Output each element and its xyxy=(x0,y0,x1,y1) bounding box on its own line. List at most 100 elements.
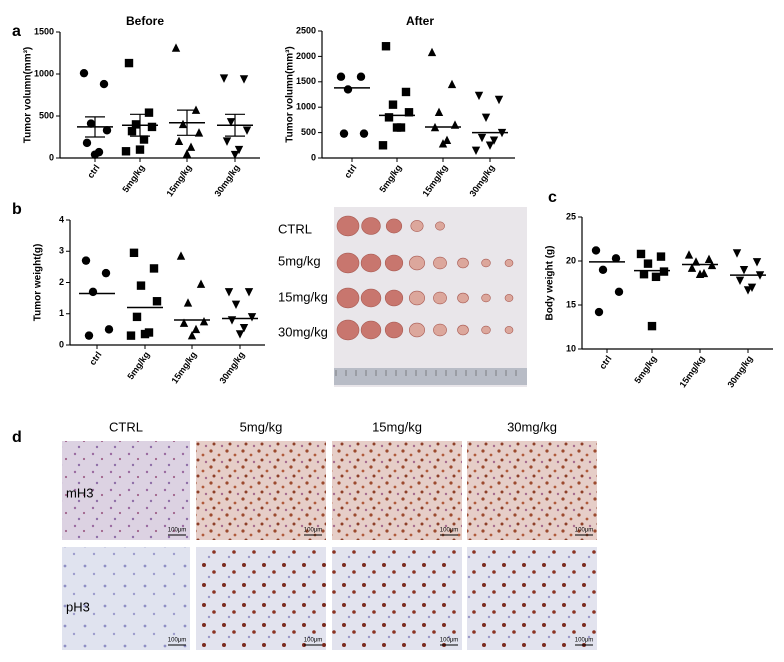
tumor xyxy=(361,217,381,235)
tumor xyxy=(410,220,424,232)
micrograph xyxy=(332,441,462,540)
data-point xyxy=(182,149,192,158)
y-tick-label: 1500 xyxy=(34,26,54,36)
data-point xyxy=(187,331,197,340)
data-point xyxy=(442,135,452,144)
data-point xyxy=(121,147,131,156)
histology-row-label: pH3 xyxy=(66,599,90,614)
data-point xyxy=(227,316,237,325)
data-point xyxy=(735,276,745,285)
data-point xyxy=(140,329,150,339)
tumor xyxy=(336,252,360,274)
micrograph xyxy=(196,547,326,650)
data-point xyxy=(687,263,697,272)
data-point xyxy=(474,91,484,101)
photo-row-label: 15mg/kg xyxy=(278,289,328,304)
data-point xyxy=(747,283,757,293)
data-point xyxy=(651,272,661,282)
data-point xyxy=(643,259,653,268)
data-point xyxy=(477,133,487,143)
data-point xyxy=(219,74,229,83)
data-point xyxy=(427,47,437,57)
panel-label: b xyxy=(12,201,22,218)
data-point xyxy=(401,87,411,97)
data-point xyxy=(388,100,398,109)
data-point xyxy=(639,270,649,279)
tumor xyxy=(481,258,491,268)
tumor xyxy=(435,221,445,231)
tumor xyxy=(385,218,403,234)
data-point xyxy=(392,123,402,132)
data-point xyxy=(171,43,181,52)
data-point xyxy=(231,300,241,309)
x-tick-label: ctrl xyxy=(85,163,101,180)
data-point xyxy=(447,79,457,89)
data-point xyxy=(194,128,204,137)
tumor xyxy=(408,255,425,271)
tumor xyxy=(504,294,514,302)
photo-row-label: CTRL xyxy=(278,221,312,236)
data-point xyxy=(139,135,149,144)
scale-bar-label: 100μm xyxy=(304,638,322,644)
panel-label: c xyxy=(548,189,557,206)
data-point xyxy=(489,136,499,145)
tumor xyxy=(457,292,469,304)
data-point xyxy=(90,150,100,159)
data-point xyxy=(614,287,624,296)
y-tick-label: 1000 xyxy=(34,68,54,78)
x-tick-label: 30mg/kg xyxy=(467,163,496,199)
histology-row-label: mH3 xyxy=(66,485,93,500)
data-point xyxy=(242,126,252,135)
data-point xyxy=(79,68,89,78)
y-tick-label: 10 xyxy=(566,343,576,353)
photo-row-label: 30mg/kg xyxy=(278,324,328,339)
data-point xyxy=(179,318,189,327)
x-tick-label: 15mg/kg xyxy=(420,163,449,199)
tumor xyxy=(384,254,404,272)
y-axis-label: Tumor volumn(mm³) xyxy=(285,46,296,142)
micrograph xyxy=(62,441,190,540)
data-point xyxy=(598,265,608,274)
y-tick-label: 1 xyxy=(59,308,64,318)
y-axis-label: Tumor weight(g) xyxy=(33,244,44,322)
tumor xyxy=(336,215,360,237)
panel-label: a xyxy=(12,23,21,40)
y-tick-label: 25 xyxy=(566,211,576,221)
tumor xyxy=(360,320,382,340)
data-point xyxy=(404,108,414,117)
y-tick-label: 20 xyxy=(566,255,576,265)
tumor xyxy=(384,321,404,339)
data-point xyxy=(247,313,257,322)
micrograph xyxy=(467,441,597,540)
y-tick-label: 0 xyxy=(311,152,316,162)
micrograph xyxy=(196,441,326,540)
data-point xyxy=(438,139,448,148)
data-point xyxy=(743,286,753,295)
data-point xyxy=(101,268,111,278)
data-point xyxy=(84,331,94,340)
ruler xyxy=(334,368,527,385)
tumor xyxy=(457,324,469,336)
x-tick-label: 30mg/kg xyxy=(217,350,246,386)
data-point xyxy=(611,254,621,263)
photo-row-label: 5mg/kg xyxy=(278,253,321,268)
tumor xyxy=(360,253,382,273)
data-point xyxy=(647,321,657,331)
chart-title: Before xyxy=(126,14,164,28)
data-point xyxy=(178,119,188,129)
data-point xyxy=(659,267,669,276)
tumor xyxy=(504,326,514,334)
data-point xyxy=(234,145,244,155)
data-point xyxy=(239,75,249,84)
data-point xyxy=(127,126,137,136)
x-tick-label: 5mg/kg xyxy=(120,163,146,195)
data-point xyxy=(381,42,391,51)
data-point xyxy=(636,249,646,259)
data-point xyxy=(339,129,349,138)
y-tick-label: 500 xyxy=(301,127,316,137)
data-point xyxy=(152,297,162,306)
data-point xyxy=(239,324,249,333)
data-point xyxy=(176,251,186,260)
data-point xyxy=(691,257,701,266)
